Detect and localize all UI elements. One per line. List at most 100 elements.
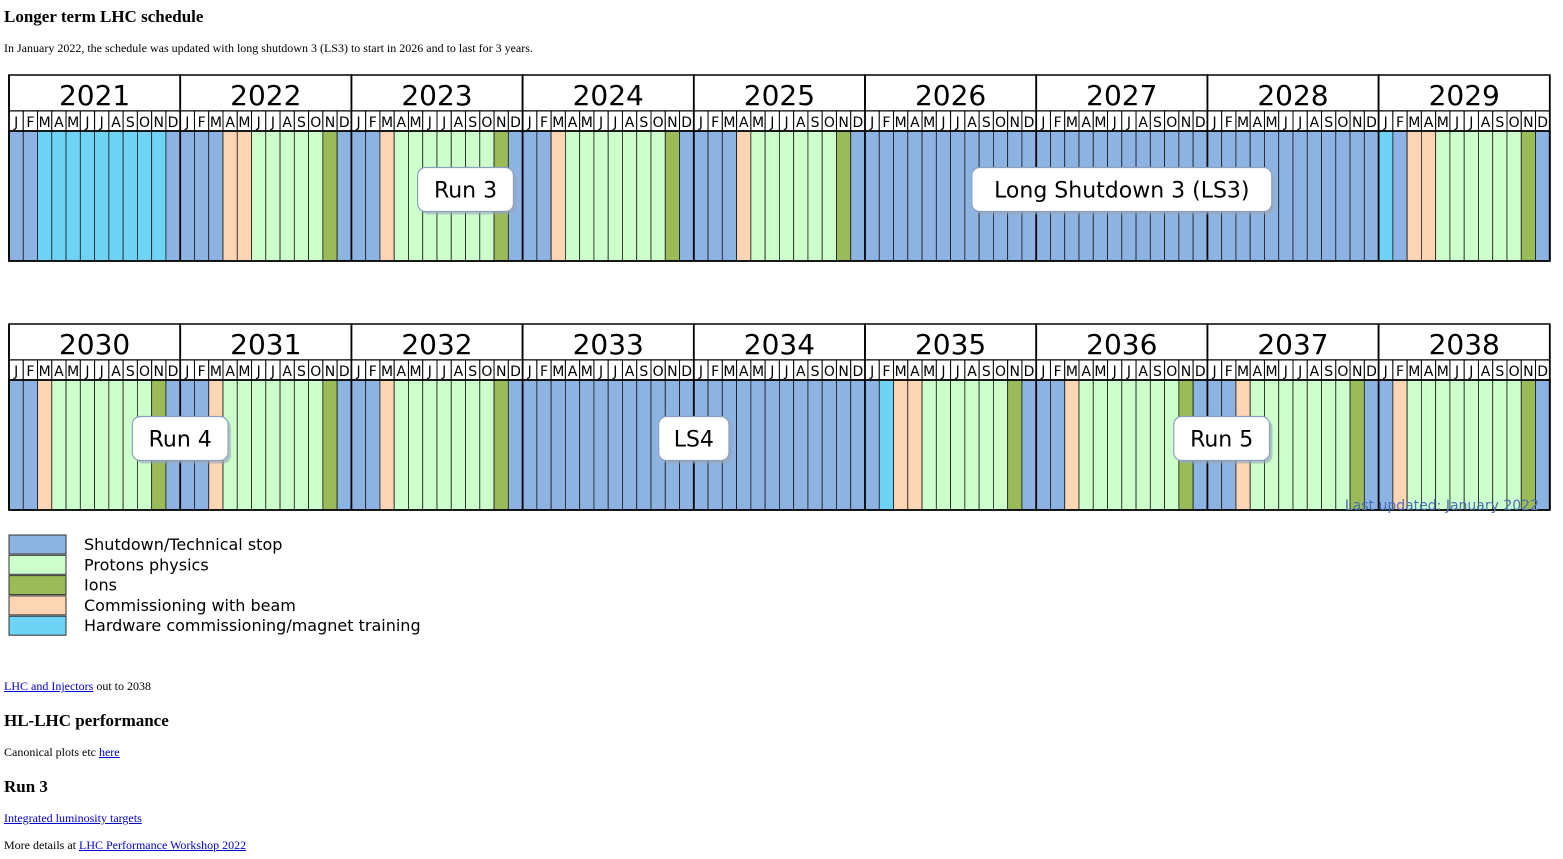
- month-bar-2029-1: [1378, 130, 1394, 262]
- month-bar-2021-4: [51, 130, 67, 262]
- month-letter: J: [612, 364, 617, 380]
- lhc-injectors-link[interactable]: LHC and Injectors: [4, 679, 94, 693]
- legend-swatch-C: [8, 595, 67, 616]
- month-letter: A: [739, 115, 749, 131]
- month-bar-2034-7: [779, 379, 795, 511]
- month-bar-2036-1: [1035, 379, 1051, 511]
- month-bar-2030-2: [22, 379, 38, 511]
- hl-lhc-heading: HL-LHC performance: [4, 711, 169, 730]
- month-letter: M: [1237, 115, 1249, 131]
- month-letter: S: [468, 115, 477, 131]
- month-letter: A: [282, 364, 292, 380]
- month-letter: A: [225, 364, 235, 380]
- month-letter: M: [210, 364, 222, 380]
- month-bar-2026-6: [935, 130, 951, 262]
- phase-label-box: [971, 166, 1273, 213]
- month-bar-2021-3: [37, 130, 53, 262]
- month-bar-2035-1: [864, 379, 880, 511]
- month-letter: A: [454, 115, 464, 131]
- canonical-line: Canonical plots etc here: [4, 745, 120, 760]
- month-bar-2038-11: [1520, 379, 1536, 511]
- year-header-2036: [1035, 323, 1209, 361]
- month-bar-2038-3: [1406, 379, 1422, 511]
- month-letter: D: [168, 364, 179, 380]
- month-letter: J: [1468, 115, 1473, 131]
- canonical-here-link[interactable]: here: [98, 745, 120, 759]
- month-bar-2037-8: [1306, 379, 1322, 511]
- month-bar-2035-3: [893, 379, 909, 511]
- month-letter: J: [184, 115, 189, 131]
- month-bar-2035-6: [935, 379, 951, 511]
- month-letter: N: [667, 364, 677, 380]
- month-letter: J: [598, 364, 603, 380]
- month-letter: A: [1081, 364, 1091, 380]
- month-bar-2025-7: [779, 130, 795, 262]
- month-letter: N: [1010, 115, 1020, 131]
- month-letter: O: [1509, 364, 1520, 380]
- month-letter: J: [1283, 364, 1288, 380]
- month-letter: D: [852, 364, 863, 380]
- month-bar-2026-3: [893, 130, 909, 262]
- legend-swatch-I: [8, 575, 67, 596]
- legend-label: Protons physics: [84, 555, 209, 574]
- year-label-2024: 2024: [573, 79, 644, 112]
- month-letter: S: [982, 115, 991, 131]
- year-header-2026: [864, 74, 1037, 112]
- month-letter: O: [995, 364, 1006, 380]
- month-letter: M: [895, 364, 907, 380]
- month-bar-2037-10: [1335, 379, 1351, 511]
- phase-label-box: [658, 415, 730, 462]
- month-bar-2038-6: [1449, 379, 1465, 511]
- month-letter: O: [481, 115, 492, 131]
- month-letter: J: [769, 364, 774, 380]
- month-bar-2026-1: [864, 130, 880, 262]
- month-letter: A: [1424, 364, 1434, 380]
- month-letter: D: [1366, 364, 1377, 380]
- month-letter: J: [1297, 115, 1302, 131]
- month-bar-2024-10: [650, 130, 666, 262]
- month-letter: A: [225, 115, 235, 131]
- month-bar-2021-5: [65, 130, 81, 262]
- month-letter: S: [811, 364, 820, 380]
- more-details-prefix: More details at: [4, 838, 79, 852]
- month-bar-2032-7: [436, 379, 452, 511]
- lhc-injectors-line: LHC and Injectors out to 2038: [4, 679, 151, 694]
- month-letter: A: [1081, 115, 1091, 131]
- month-letter: S: [1153, 364, 1162, 380]
- year-label-2027: 2027: [1086, 79, 1157, 112]
- month-bar-2031-7: [265, 379, 281, 511]
- month-letter: A: [625, 364, 635, 380]
- month-letter: J: [256, 364, 261, 380]
- month-letter: J: [527, 364, 532, 380]
- month-bar-2036-6: [1107, 379, 1123, 511]
- month-letter: A: [454, 364, 464, 380]
- year-label-2021: 2021: [59, 79, 130, 112]
- month-bar-2032-2: [365, 379, 381, 511]
- month-letter: J: [1126, 115, 1131, 131]
- month-letter: J: [13, 364, 18, 380]
- lumi-targets-link[interactable]: Integrated luminosity targets: [4, 811, 142, 825]
- month-letter: J: [698, 364, 703, 380]
- year-label-2023: 2023: [401, 79, 472, 112]
- month-letter: M: [923, 364, 935, 380]
- month-bar-2038-5: [1435, 379, 1451, 511]
- month-letter: J: [1211, 115, 1216, 131]
- month-bar-2024-11: [664, 130, 680, 262]
- month-bar-2035-2: [878, 379, 894, 511]
- month-letter: O: [139, 364, 150, 380]
- month-letter: J: [955, 364, 960, 380]
- month-letter: J: [355, 115, 360, 131]
- month-letter: A: [1424, 115, 1434, 131]
- month-letter: F: [711, 364, 719, 380]
- month-bar-2025-11: [836, 130, 852, 262]
- workshop-link[interactable]: LHC Performance Workshop 2022: [78, 838, 247, 852]
- month-bar-2029-9: [1492, 130, 1508, 262]
- month-bar-2029-10: [1506, 130, 1522, 262]
- month-bar-2025-1: [693, 130, 709, 262]
- month-bar-2032-9: [465, 379, 481, 511]
- month-letter: S: [1153, 115, 1162, 131]
- month-bar-2032-3: [379, 379, 395, 511]
- month-letter: D: [1537, 115, 1548, 131]
- month-letter: M: [1408, 115, 1420, 131]
